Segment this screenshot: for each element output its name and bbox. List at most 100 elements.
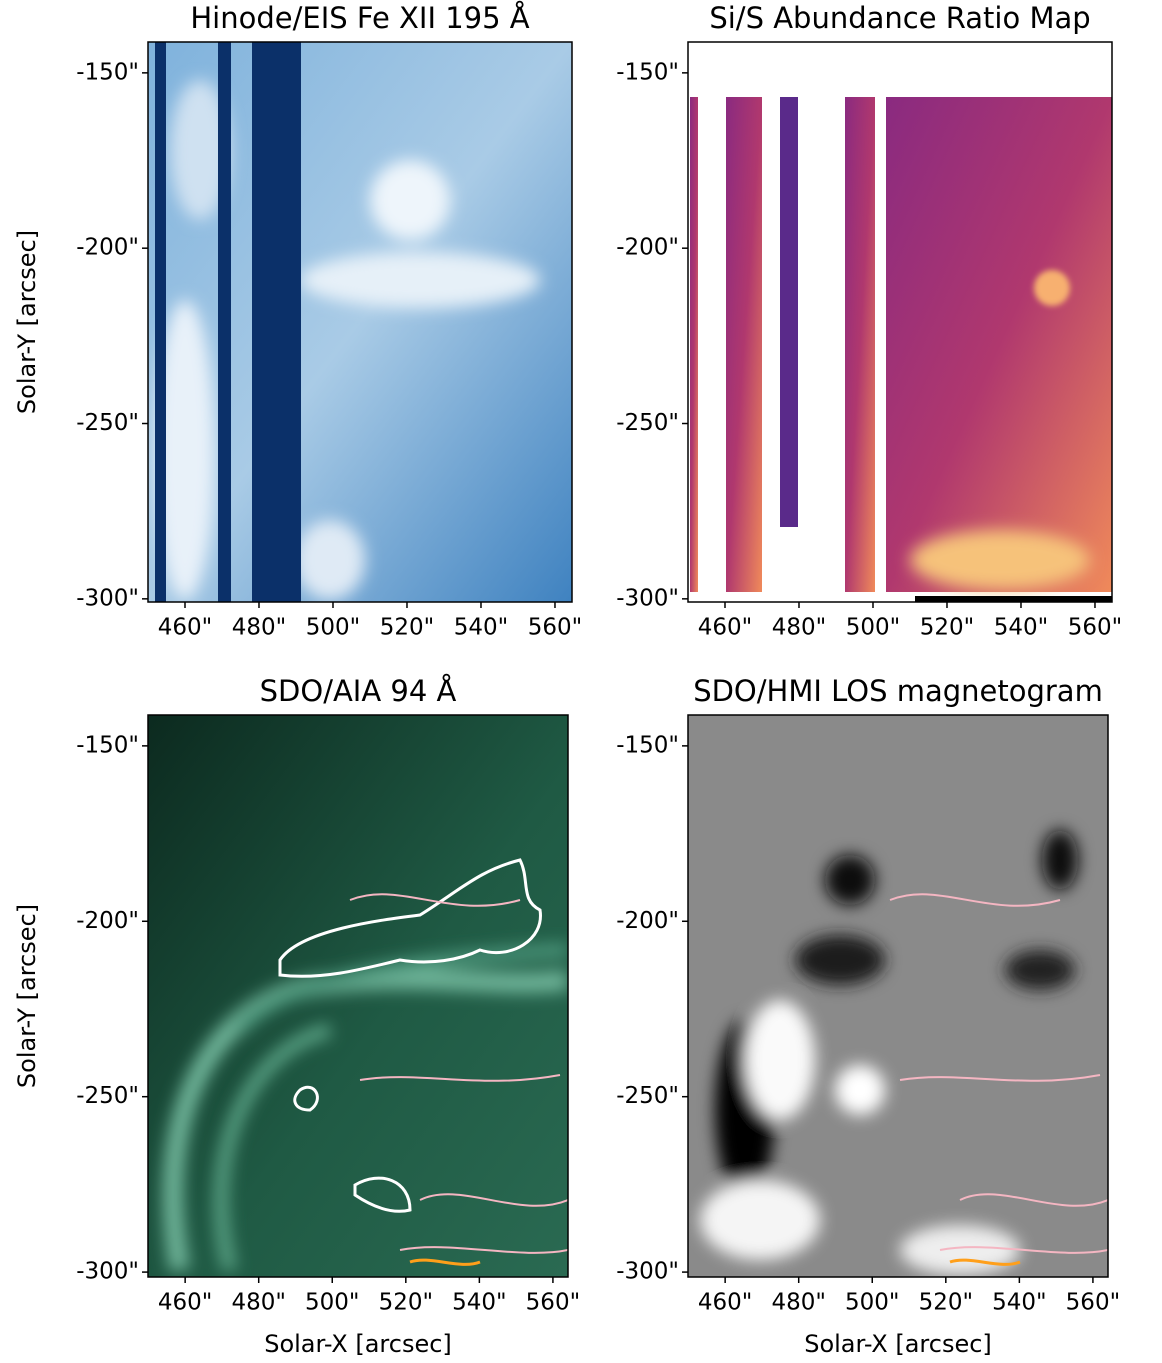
x-tick-label: 540" <box>994 615 1048 641</box>
x-tick-label: 520" <box>380 615 434 641</box>
x-tick-label: 480" <box>231 1290 285 1316</box>
y-tick-label: -300" <box>76 1259 139 1285</box>
x-tick-label: 460" <box>698 1290 752 1316</box>
bright-features <box>155 80 540 600</box>
patch <box>1005 950 1075 990</box>
x-tick-label: 560" <box>1066 1290 1120 1316</box>
abundance-image <box>688 42 1112 602</box>
x-tick-label: 460" <box>158 1290 212 1316</box>
missing-column <box>218 42 231 602</box>
y-tick-label: -300" <box>616 1259 679 1285</box>
patch <box>795 935 885 985</box>
data-column <box>726 97 762 592</box>
patch <box>900 1225 1020 1275</box>
feature <box>1034 270 1070 306</box>
x-tick-label: 520" <box>919 1290 973 1316</box>
feature <box>300 252 540 308</box>
y-tick-label: -250" <box>616 410 679 436</box>
y-tick-label: -250" <box>76 410 139 436</box>
image-bg <box>148 715 568 1277</box>
y-tick-label: -250" <box>616 1083 679 1109</box>
feature <box>910 530 1090 590</box>
y-tick-label: -200" <box>616 235 679 261</box>
contours-orange <box>409 1258 481 1266</box>
axes-frame <box>687 714 1109 1278</box>
feature <box>295 520 365 600</box>
x-tick-label: 540" <box>992 1290 1046 1316</box>
panel-title: Si/S Abundance Ratio Map <box>709 1 1090 35</box>
loop <box>214 1023 332 1272</box>
x-tick-label: 480" <box>771 1290 825 1316</box>
patch <box>835 1065 885 1115</box>
y-axis-label: Solar-Y [arcsec] <box>13 904 41 1088</box>
data-column <box>845 97 875 592</box>
feature <box>170 80 230 220</box>
x-tick-label: 520" <box>379 1290 433 1316</box>
data-column <box>780 97 798 527</box>
panel-title: Hinode/EIS Fe XII 195 Å <box>190 1 529 35</box>
patch <box>825 855 875 905</box>
y-tick-label: -300" <box>76 585 139 611</box>
axes-frame <box>147 41 573 603</box>
loop <box>234 943 568 1035</box>
missing-column <box>252 42 301 602</box>
y-tick-label: -150" <box>76 59 139 85</box>
x-tick-label: 540" <box>454 615 508 641</box>
panel-title: SDO/HMI LOS magnetogram <box>693 674 1103 708</box>
contour <box>293 1086 319 1112</box>
contour <box>349 893 568 1254</box>
x-tick-label: 500" <box>305 1290 359 1316</box>
y-axis-label: Solar-Y [arcsec] <box>13 230 41 414</box>
y-tick-label: -300" <box>616 585 679 611</box>
contour <box>278 858 542 978</box>
y-tick-label: -200" <box>616 908 679 934</box>
polarity-patches <box>700 830 1078 1275</box>
missing-strip <box>915 596 1112 602</box>
loops <box>163 943 568 1272</box>
x-tick-label: 460" <box>158 615 212 641</box>
y-tick-label: -150" <box>616 59 679 85</box>
patch <box>700 1180 820 1260</box>
contours-orange <box>949 1258 1021 1266</box>
x-tick-label: 560" <box>526 1290 580 1316</box>
x-tick-label: 540" <box>452 1290 506 1316</box>
x-axis-label: Solar-X [arcsec] <box>804 1330 992 1358</box>
contours-pink <box>889 893 1108 1254</box>
data-column <box>690 97 698 592</box>
x-tick-label: 500" <box>306 615 360 641</box>
contour <box>353 1176 412 1213</box>
x-tick-label: 500" <box>845 1290 899 1316</box>
contour <box>889 893 1108 1254</box>
x-tick-label: 480" <box>232 615 286 641</box>
axes-frame <box>687 41 1113 603</box>
hmi-image <box>688 715 1108 1277</box>
x-tick-label: 460" <box>698 615 752 641</box>
x-tick-label: 500" <box>846 615 900 641</box>
y-tick-label: -250" <box>76 1083 139 1109</box>
y-tick-label: -200" <box>76 908 139 934</box>
feature <box>155 300 215 600</box>
eis-image <box>148 42 572 602</box>
patch <box>1042 830 1078 890</box>
panel-title: SDO/AIA 94 Å <box>260 674 457 708</box>
x-tick-label: 480" <box>772 615 826 641</box>
axes-frame <box>147 714 569 1278</box>
contour <box>949 1258 1021 1266</box>
x-tick-label: 520" <box>920 615 974 641</box>
aia-image <box>148 715 568 1277</box>
y-tick-label: -150" <box>76 732 139 758</box>
y-tick-label: -150" <box>616 732 679 758</box>
y-tick-label: -200" <box>76 235 139 261</box>
x-tick-label: 560" <box>528 615 582 641</box>
patch <box>745 1000 815 1120</box>
contours-pink <box>349 893 568 1254</box>
contours-white <box>278 858 542 1213</box>
x-tick-label: 560" <box>1068 615 1122 641</box>
x-axis-label: Solar-X [arcsec] <box>264 1330 452 1358</box>
missing-column <box>155 42 166 602</box>
data-column <box>886 97 1112 592</box>
contour <box>409 1258 481 1266</box>
feature <box>370 160 450 240</box>
